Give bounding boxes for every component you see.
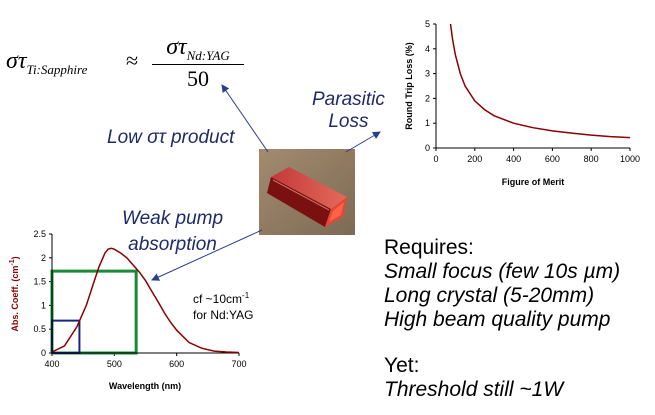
abs-x-tick-label: 600 [169, 359, 184, 369]
loss-x-tick-label: 200 [467, 154, 482, 164]
parasitic-loss-label: Parasitic Loss [312, 89, 385, 133]
abs-x-tick-label: 400 [44, 359, 59, 369]
numerator-subscript: Nd:YAG [186, 47, 230, 63]
abs-y-tick-label: 0 [41, 348, 46, 358]
abs-y-tick-label: 0.5 [33, 324, 46, 334]
loss-y-tick-label: 4 [425, 44, 430, 54]
loss-xlabel: Figure of Merit [502, 177, 565, 187]
loss-x-tick-label: 800 [584, 154, 599, 164]
cf-sup: -1 [242, 291, 250, 300]
requirement-item: Long crystal (5-20mm) [384, 284, 595, 307]
abs-x-tick-label: 700 [231, 359, 246, 369]
cf-line1-text: cf ~10cm [193, 292, 243, 306]
parasitic-line2: Loss [328, 111, 369, 132]
weak-pump-label: Weak pump absorption [122, 206, 223, 258]
arrow-to-absorption-chart [151, 229, 263, 281]
parasitic-line1: Parasitic [312, 89, 385, 110]
abs-ylabel: Abs. Coeff. (cm-1) [9, 256, 20, 331]
loss-y-tick-label: 1 [425, 118, 430, 128]
weak-line2: absorption [128, 234, 217, 255]
approx-sign: ≈ [126, 48, 139, 73]
requirements-block: Requires: Small focus (few 10s µm) Long … [384, 236, 620, 402]
requirement-item: Small focus (few 10s µm) [384, 260, 621, 283]
equation-numerator: στNd:YAG [152, 34, 244, 64]
loss-curve [449, 23, 631, 139]
loss-y-tick-label: 2 [425, 93, 430, 103]
yet-item: Threshold still ~1W [384, 378, 564, 401]
abs-ylabel-end: ) [10, 256, 20, 259]
abs-y-tick-label: 2.5 [33, 229, 46, 239]
loss-x-tick-label: 400 [506, 154, 521, 164]
cf-note: cf ~10cm-1 for Nd:YAG [193, 288, 253, 323]
equation: στTi:Sapphire ≈ στNd:YAG 50 [6, 30, 246, 91]
cf-line1: cf ~10cm-1 [193, 288, 253, 307]
equation-denominator: 50 [187, 66, 209, 91]
absorption-curve [51, 247, 240, 354]
loss-x-tick-label: 0 [433, 154, 438, 164]
abs-x-tick-label: 500 [107, 359, 122, 369]
requires-heading: Requires: [384, 236, 474, 259]
abs-xlabel: Wavelength (nm) [109, 381, 181, 391]
lhs-subscript: Ti:Sapphire [26, 61, 88, 77]
cf-line2: for Nd:YAG [193, 308, 254, 322]
yet-heading: Yet: [384, 354, 420, 377]
loss-x-tick-label: 1000 [620, 154, 640, 164]
abs-ylabel-text: Abs. Coeff. (cm [10, 266, 20, 332]
loss-y-tick-label: 0 [425, 143, 430, 153]
loss-x-tick-label: 600 [545, 154, 560, 164]
abs-y-tick-label: 2 [41, 253, 46, 263]
fraction-bar [152, 64, 244, 65]
numerator-symbol: στ [166, 34, 187, 60]
loss-y-tick-label: 5 [425, 19, 430, 29]
blue-marker-box [51, 319, 81, 355]
spacer [384, 332, 620, 354]
abs-y-tick-label: 1.5 [33, 277, 46, 287]
low-product-label: Low στ product [107, 127, 235, 148]
crystal-photo [259, 149, 355, 235]
abs-ylabel-sup: -1 [9, 259, 16, 265]
loss-y-tick-label: 3 [425, 69, 430, 79]
lhs-symbol: στ [6, 48, 27, 74]
abs-y-tick-label: 1 [41, 300, 46, 310]
loss-ylabel: Round Trip Loss (%) [404, 42, 414, 130]
equation-lhs: στTi:Sapphire [6, 48, 87, 78]
requirement-item: High beam quality pump [384, 308, 611, 331]
arrow-to-equation [221, 84, 269, 153]
absorption-chart: 400 500 600 700 0 0.5 1 1.5 2 2.5 Wavelength (nm)… [9, 229, 247, 391]
weak-line1: Weak pump [122, 208, 224, 229]
arrow-to-loss-chart [345, 131, 381, 153]
